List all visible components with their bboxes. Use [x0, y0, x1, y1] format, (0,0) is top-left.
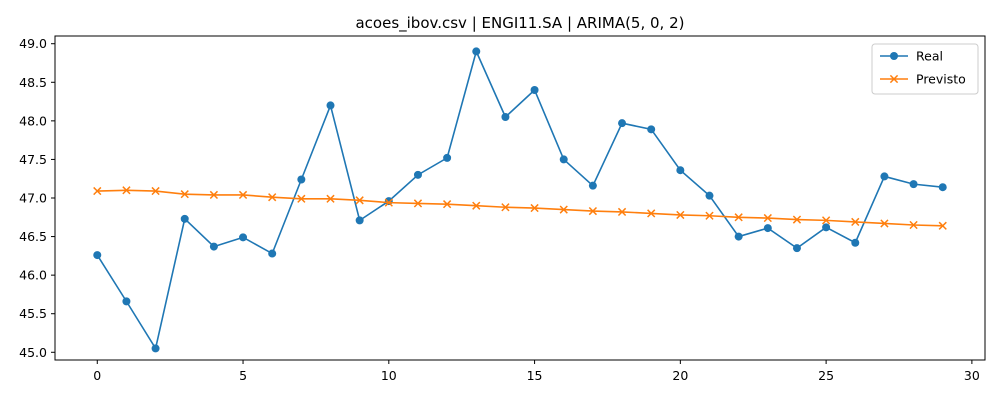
data-point-previsto: [472, 201, 481, 210]
data-point-previsto: [297, 194, 306, 203]
data-point-real: [763, 224, 772, 233]
data-point-real: [297, 175, 306, 184]
data-point-real: [180, 214, 189, 223]
data-point-previsto: [355, 196, 364, 205]
plot-frame: [54, 35, 986, 361]
data-point-previsto: [705, 211, 714, 220]
data-point-previsto: [413, 199, 423, 208]
data-point-real: [734, 232, 743, 241]
data-point-previsto: [821, 216, 831, 225]
data-point-previsto: [880, 219, 889, 228]
x-tick-label: 15: [527, 368, 543, 383]
data-point-previsto: [792, 215, 802, 224]
data-point-previsto: [384, 198, 393, 207]
data-point-real: [472, 47, 481, 56]
legend: Real Previsto: [871, 43, 979, 95]
data-point-real: [384, 197, 393, 206]
data-point-previsto: [268, 193, 277, 202]
data-point-real: [355, 216, 364, 225]
data-point-previsto: [734, 213, 743, 222]
data-point-previsto: [501, 203, 510, 212]
data-point-real: [93, 251, 102, 260]
y-tick-label: 45.5: [19, 306, 47, 321]
y-tick-label: 46.0: [19, 268, 47, 283]
data-point-real: [151, 344, 160, 353]
data-point-real: [588, 181, 597, 190]
series-line-real: [96, 49, 943, 351]
data-point-previsto: [909, 220, 918, 230]
x-tick-label: 0: [93, 368, 101, 383]
data-point-previsto: [530, 203, 539, 213]
chart-title: acoes_ibov.csv | ENGI11.SA | ARIMA(5, 0,…: [355, 14, 684, 33]
y-tick-label: 48.0: [19, 113, 47, 128]
data-point-real: [209, 242, 218, 251]
data-point-previsto: [676, 210, 685, 220]
data-point-real: [938, 183, 947, 192]
legend-label-real: Real: [916, 49, 943, 64]
data-point-previsto: [617, 207, 627, 217]
data-point-previsto: [209, 190, 219, 200]
data-point-previsto: [851, 217, 860, 227]
data-point-real: [501, 113, 510, 121]
y-tick-label: 48.5: [19, 75, 47, 90]
data-point-real: [239, 233, 248, 242]
x-tick-label: 25: [818, 368, 834, 383]
data-point-real: [851, 238, 860, 247]
y-tick-label: 47.0: [19, 191, 47, 206]
x-tick-label: 5: [239, 368, 247, 383]
legend-label-previsto: Previsto: [916, 72, 966, 87]
x-tick-label: 30: [964, 368, 980, 383]
legend-marker-previsto: [889, 74, 899, 84]
data-point-real: [792, 244, 801, 253]
data-point-real: [443, 153, 452, 162]
data-point-real: [530, 86, 539, 94]
y-tick-label: 45.0: [19, 345, 47, 360]
data-point-previsto: [938, 221, 947, 230]
y-tick-label: 49.0: [19, 36, 47, 51]
data-point-previsto: [647, 209, 656, 218]
y-tick-label: 47.5: [19, 152, 47, 167]
data-point-previsto: [559, 205, 568, 214]
data-point-real: [326, 101, 335, 110]
legend-marker-real: [890, 52, 898, 60]
data-point-real: [647, 125, 656, 134]
plot-area: [93, 47, 947, 353]
axes-ticks: 0 5 10 15 20 25 30 45.0 45.5 46.0 46.5 47.0 47.5 48.0…: [19, 36, 980, 383]
data-point-previsto: [122, 186, 131, 195]
data-point-real: [705, 191, 714, 200]
data-point-previsto: [588, 206, 598, 216]
data-point-previsto: [326, 194, 335, 203]
y-tick-label: 46.5: [19, 229, 47, 244]
data-point-previsto: [442, 200, 452, 209]
data-point-real: [880, 172, 889, 181]
data-point-previsto: [93, 186, 102, 196]
data-point-previsto: [180, 190, 189, 199]
x-tick-label: 10: [381, 368, 397, 383]
data-point-real: [122, 297, 131, 306]
data-point-real: [676, 166, 685, 175]
data-point-real: [618, 119, 627, 128]
data-point-previsto: [238, 190, 248, 200]
data-point-real: [413, 170, 422, 179]
data-point-real: [822, 223, 831, 232]
data-point-previsto: [151, 186, 160, 196]
data-point-real: [909, 180, 918, 189]
data-point-real: [559, 155, 568, 164]
series-line-previsto: [97, 189, 943, 227]
data-point-previsto: [763, 213, 772, 223]
x-tick-label: 20: [672, 368, 688, 383]
data-point-real: [268, 249, 277, 258]
